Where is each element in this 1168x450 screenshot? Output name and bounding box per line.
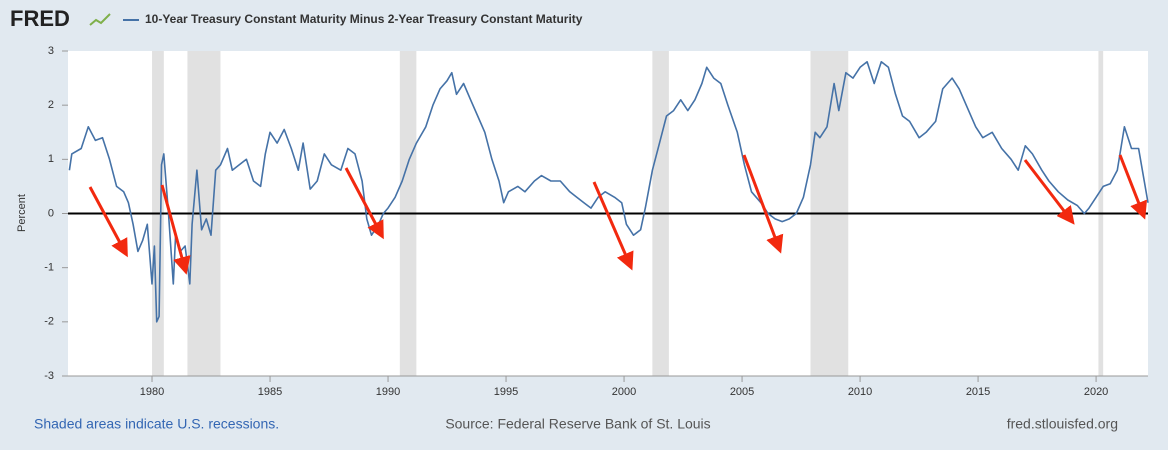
x-tick-label: 2015 <box>966 386 990 398</box>
line-layer <box>68 61 1149 323</box>
y-tick-label: -3 <box>44 370 54 382</box>
arrow <box>1023 159 1075 225</box>
footer-note[interactable]: Shaded areas indicate U.S. recessions. <box>34 416 279 432</box>
y-tick-label: 3 <box>48 45 54 57</box>
x-tick-label: 2010 <box>848 386 872 398</box>
brand-logo[interactable]: FRED <box>10 6 70 31</box>
arrow <box>1118 154 1148 220</box>
x-tick-label: 2020 <box>1084 386 1108 398</box>
arrow <box>742 154 784 254</box>
y-tick-label: -1 <box>44 262 54 274</box>
y-tick-label: -2 <box>44 316 54 328</box>
arrow <box>592 181 634 271</box>
annotation-arrows <box>88 154 1148 275</box>
y-axis-label: Percent <box>16 194 28 232</box>
logo-icon <box>89 13 111 26</box>
x-tick-label: 1985 <box>258 386 282 398</box>
series-line <box>68 61 1149 323</box>
footer-source: Source: Federal Reserve Bank of St. Loui… <box>445 416 710 432</box>
legend-label: 10-Year Treasury Constant Maturity Minus… <box>145 12 583 26</box>
x-tick-label: 2005 <box>730 386 754 398</box>
footer-url[interactable]: fred.stlouisfed.org <box>1007 416 1118 432</box>
arrow <box>344 167 384 240</box>
x-tick-label: 2000 <box>612 386 636 398</box>
arrow <box>160 184 191 275</box>
arrow <box>88 186 128 258</box>
y-tick-label: 2 <box>48 99 54 111</box>
x-tick-label: 1990 <box>376 386 400 398</box>
x-tick-label: 1995 <box>494 386 518 398</box>
y-tick-label: 0 <box>48 207 54 219</box>
x-tick-label: 1980 <box>140 386 164 398</box>
y-tick-label: 1 <box>48 153 54 165</box>
